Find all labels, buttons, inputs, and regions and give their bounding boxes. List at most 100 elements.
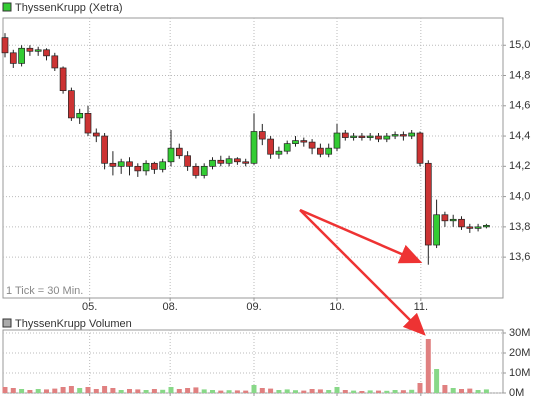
y-tick-label: 13,8 bbox=[509, 221, 530, 233]
candle-body bbox=[109, 162, 117, 167]
candle-body bbox=[350, 135, 357, 138]
volume-bar bbox=[193, 387, 199, 393]
candle-body bbox=[151, 162, 158, 170]
y-tick-label: 10M bbox=[509, 367, 530, 379]
candle-body bbox=[250, 131, 258, 164]
arrow bbox=[299, 209, 426, 336]
annotation: 1 Tick = 30 Min. bbox=[6, 285, 83, 297]
candle-body bbox=[358, 135, 366, 138]
legend-label: ThyssenKrupp Volumen bbox=[15, 318, 132, 330]
candle-body bbox=[209, 159, 216, 167]
volume-bar bbox=[2, 387, 8, 393]
candle-body bbox=[375, 135, 382, 140]
candle-body bbox=[217, 159, 225, 164]
candle-body bbox=[184, 155, 191, 167]
volume-bar bbox=[52, 388, 58, 393]
y-tick-label: 15,0 bbox=[509, 39, 530, 51]
candle-body bbox=[325, 147, 333, 155]
volume-bar bbox=[93, 389, 99, 393]
x-tick-label: 09. bbox=[246, 301, 261, 313]
candle-body bbox=[18, 47, 25, 64]
y-tick-label: 14,4 bbox=[509, 130, 530, 142]
candle-body bbox=[117, 161, 125, 167]
y-tick-label: 20M bbox=[509, 347, 530, 359]
volume-bar bbox=[143, 390, 149, 393]
volume-bar bbox=[135, 389, 141, 393]
volume-bar bbox=[68, 386, 74, 393]
candle-body bbox=[43, 49, 50, 57]
candle-body bbox=[424, 162, 432, 246]
volume-bar bbox=[334, 387, 340, 393]
candle-body bbox=[441, 214, 449, 222]
candle-body bbox=[341, 132, 349, 138]
x-tick-label: 08. bbox=[163, 301, 178, 313]
volume-bar bbox=[118, 390, 124, 393]
y-tick-label: 0M bbox=[509, 387, 524, 399]
candle-body bbox=[308, 141, 316, 149]
volume-panel bbox=[2, 329, 504, 394]
volume-bar bbox=[450, 388, 456, 393]
volume-bar bbox=[60, 387, 66, 393]
volume-bar bbox=[301, 390, 307, 393]
candle-body bbox=[76, 113, 84, 119]
candle-body bbox=[142, 162, 150, 172]
legend-label: ThyssenKrupp (Xetra) bbox=[15, 2, 123, 14]
candle-body bbox=[333, 132, 341, 149]
candle-body bbox=[408, 132, 416, 137]
candle-body bbox=[383, 135, 391, 140]
candle-body bbox=[258, 131, 266, 140]
volume-bar bbox=[425, 339, 431, 393]
candle-body bbox=[92, 132, 100, 137]
y-tick-label: 30M bbox=[509, 327, 530, 339]
volume-bar bbox=[110, 388, 116, 393]
x-tick-label: 10. bbox=[329, 301, 344, 313]
volume-bar bbox=[35, 389, 41, 393]
y-tick-label: 13,6 bbox=[509, 251, 530, 263]
volume-bar bbox=[359, 391, 365, 393]
volume-bar bbox=[268, 388, 274, 393]
candle-body bbox=[416, 132, 424, 164]
candle-body bbox=[300, 140, 308, 143]
candle-body bbox=[483, 225, 490, 228]
candle-body bbox=[175, 147, 183, 157]
y-tick-label: 14,0 bbox=[509, 191, 530, 203]
y-tick-label: 14,6 bbox=[509, 100, 530, 112]
volume-bar bbox=[292, 390, 298, 393]
volume-bar bbox=[251, 385, 257, 393]
candle-body bbox=[400, 134, 407, 137]
volume-bar bbox=[309, 389, 315, 393]
volume-bar bbox=[218, 390, 224, 393]
candle-body bbox=[292, 140, 299, 144]
volume-bar bbox=[27, 390, 33, 393]
plot: 13,6 13,8 14,0 14,2 14,4 14,6 14,8 15,0 05. 08. 09… bbox=[1, 18, 530, 399]
candle-body bbox=[283, 143, 291, 152]
volume-bar bbox=[384, 390, 390, 393]
legend-swatch bbox=[2, 318, 12, 328]
volume-bar bbox=[442, 385, 448, 393]
volume-bar bbox=[168, 387, 174, 393]
candle-body bbox=[34, 49, 42, 52]
volume-bar bbox=[276, 390, 282, 393]
volume-bar bbox=[392, 390, 398, 393]
volume-bar bbox=[85, 387, 91, 393]
candle-body bbox=[167, 147, 175, 163]
volume-bar bbox=[400, 390, 406, 393]
candle-body bbox=[234, 158, 241, 163]
candle-body bbox=[84, 113, 92, 134]
volume-bar bbox=[409, 389, 415, 393]
candle-body bbox=[51, 55, 59, 69]
candle-body bbox=[275, 150, 283, 155]
volume-bar bbox=[77, 388, 83, 393]
candle-body bbox=[26, 47, 34, 52]
candle-body bbox=[159, 161, 167, 170]
x-tick-label: 05. bbox=[82, 301, 97, 313]
volume-bar bbox=[417, 383, 423, 393]
volume-bar bbox=[160, 389, 166, 393]
volume-bar bbox=[243, 390, 249, 393]
volume-bar bbox=[342, 390, 348, 393]
candle-body bbox=[242, 161, 250, 164]
volume-bar bbox=[19, 389, 25, 393]
volume-bar bbox=[176, 389, 182, 393]
candle-body bbox=[366, 135, 374, 138]
